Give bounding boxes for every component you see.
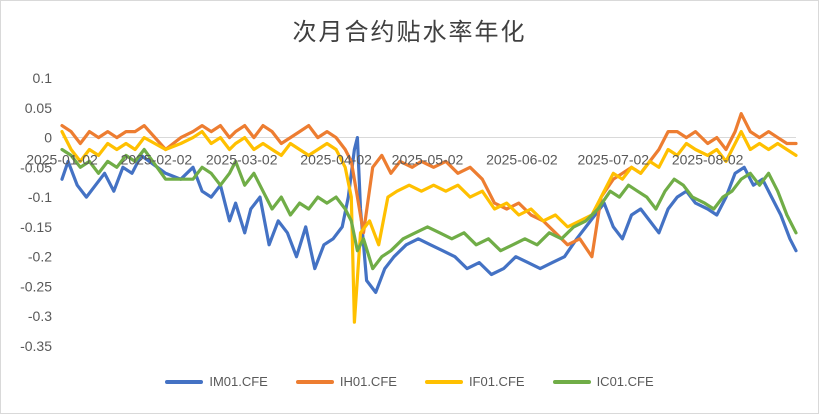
legend-item: IC01.CFE — [552, 374, 654, 389]
legend-item: IM01.CFE — [165, 374, 268, 389]
legend-swatch — [424, 379, 463, 384]
chart-legend: IM01.CFE IH01.CFE IF01.CFE IC01.CFE — [0, 374, 819, 389]
x-tick-label: 2025-06-02 — [486, 152, 558, 168]
y-tick-label: -0.1 — [28, 189, 52, 205]
legend-label: IF01.CFE — [468, 374, 525, 389]
y-tick-label: 0.05 — [25, 100, 52, 116]
y-tick-label: -0.35 — [20, 338, 52, 354]
series-line-im01-cfe — [60, 136, 798, 294]
x-tick-label: 2025-04-02 — [300, 152, 372, 168]
legend-swatch — [165, 379, 204, 384]
legend-label: IC01.CFE — [596, 374, 654, 389]
series-line-ih01-cfe — [60, 112, 798, 259]
y-tick-label: -0.2 — [28, 249, 52, 265]
y-tick-label: -0.05 — [20, 159, 52, 175]
x-tick-label: 2025-02-02 — [121, 152, 193, 168]
x-tick-label: 2025-08-02 — [672, 152, 744, 168]
series-line-ic01-cfe — [60, 147, 798, 271]
legend-item: IH01.CFE — [295, 374, 397, 389]
chart-title: 次月合约贴水率年化 — [292, 18, 527, 46]
legend-item: IF01.CFE — [424, 374, 525, 389]
legend-swatch — [552, 379, 591, 384]
y-tick-label: -0.25 — [20, 278, 52, 294]
legend-label: IH01.CFE — [339, 374, 397, 389]
x-tick-label: 2025-01-02 — [26, 152, 98, 168]
legend-label: IM01.CFE — [209, 374, 268, 389]
x-tick-label: 2025-07-02 — [577, 152, 649, 168]
y-tick-label: -0.15 — [20, 219, 52, 235]
legend-swatch — [295, 379, 334, 384]
x-tick-label: 2025-05-02 — [392, 152, 464, 168]
y-tick-label: 0 — [44, 130, 52, 146]
y-tick-label: 0.1 — [33, 70, 53, 86]
y-tick-label: -0.3 — [28, 308, 52, 324]
series-line-if01-cfe — [60, 130, 798, 324]
x-tick-label: 2025-03-02 — [206, 152, 278, 168]
